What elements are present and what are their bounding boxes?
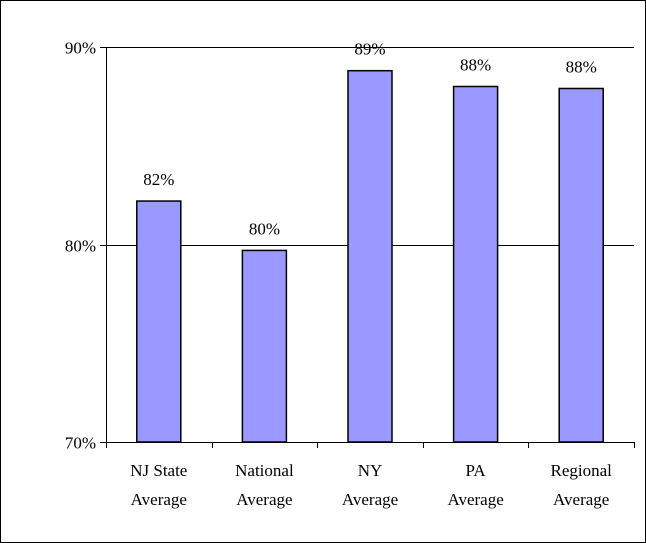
y-tick-labels: 70% 80% 90%: [65, 39, 96, 453]
bar-1: [241, 249, 288, 443]
category-label: Average: [553, 490, 609, 509]
category-label: NJ State: [130, 461, 187, 480]
category-label: NY: [358, 461, 383, 480]
bar-2: [347, 69, 393, 443]
y-tick-label: 80%: [65, 237, 96, 256]
y-tick-label: 90%: [65, 39, 96, 58]
data-label-0: 82%: [143, 170, 174, 189]
category-label: PA: [466, 461, 487, 480]
category-label: Average: [236, 490, 292, 509]
bars: [136, 69, 604, 443]
bar-4: [558, 87, 604, 443]
y-tick-label: 70%: [65, 434, 96, 453]
data-labels: 82% 80% 89% 88% 88%: [143, 40, 597, 239]
data-label-1: 80%: [249, 219, 280, 238]
category-label: Average: [342, 490, 398, 509]
bar-0: [136, 200, 182, 443]
category-label: Regional: [551, 461, 613, 480]
data-label-3: 88%: [460, 56, 491, 75]
category-labels: NJ State Average National Average NY Average P…: [130, 461, 612, 509]
category-label: Average: [447, 490, 503, 509]
axes: [100, 47, 635, 448]
data-label-2: 89%: [354, 40, 385, 59]
bar-3: [452, 85, 499, 443]
data-label-4: 88%: [566, 57, 597, 76]
category-label: Average: [131, 490, 187, 509]
category-label: National: [235, 461, 294, 480]
